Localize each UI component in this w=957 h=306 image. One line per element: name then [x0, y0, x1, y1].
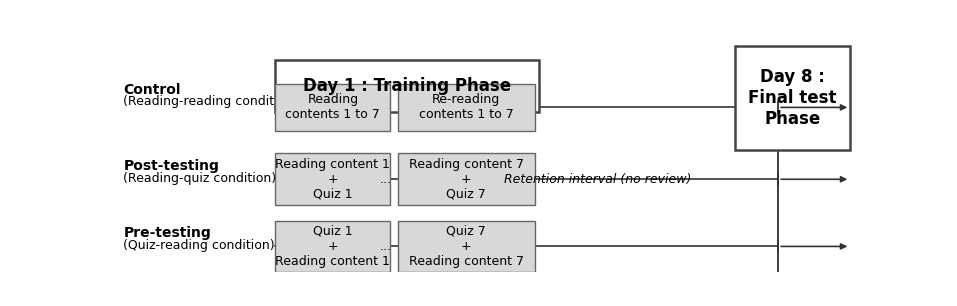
Text: Control: Control [123, 83, 181, 97]
Text: (Reading-quiz condition): (Reading-quiz condition) [123, 172, 277, 185]
Text: Reading
contents 1 to 7: Reading contents 1 to 7 [285, 93, 380, 121]
FancyBboxPatch shape [398, 153, 535, 205]
Text: Reading content 7
+
Quiz 7: Reading content 7 + Quiz 7 [409, 158, 523, 201]
FancyBboxPatch shape [276, 221, 390, 272]
Text: (Quiz-reading condition): (Quiz-reading condition) [123, 239, 275, 252]
Text: (Reading-reading condition): (Reading-reading condition) [123, 95, 299, 108]
Text: Day 1 : Training Phase: Day 1 : Training Phase [303, 77, 511, 95]
Text: ...: ... [379, 173, 391, 186]
FancyBboxPatch shape [276, 84, 390, 131]
Text: Quiz 7
+
Reading content 7: Quiz 7 + Reading content 7 [409, 225, 523, 268]
Text: Pre-testing: Pre-testing [123, 226, 211, 241]
FancyBboxPatch shape [276, 153, 390, 205]
FancyBboxPatch shape [735, 46, 850, 150]
Text: ...: ... [379, 240, 391, 253]
Text: Day 8 :
Final test
Phase: Day 8 : Final test Phase [748, 68, 837, 128]
FancyBboxPatch shape [276, 60, 539, 112]
FancyBboxPatch shape [398, 221, 535, 272]
Text: Retention interval (no review): Retention interval (no review) [504, 173, 692, 186]
Text: Post-testing: Post-testing [123, 159, 219, 173]
Text: Quiz 1
+
Reading content 1: Quiz 1 + Reading content 1 [276, 225, 390, 268]
FancyBboxPatch shape [398, 84, 535, 131]
Text: Re-reading
contents 1 to 7: Re-reading contents 1 to 7 [419, 93, 514, 121]
Text: Reading content 1
+
Quiz 1: Reading content 1 + Quiz 1 [276, 158, 390, 201]
